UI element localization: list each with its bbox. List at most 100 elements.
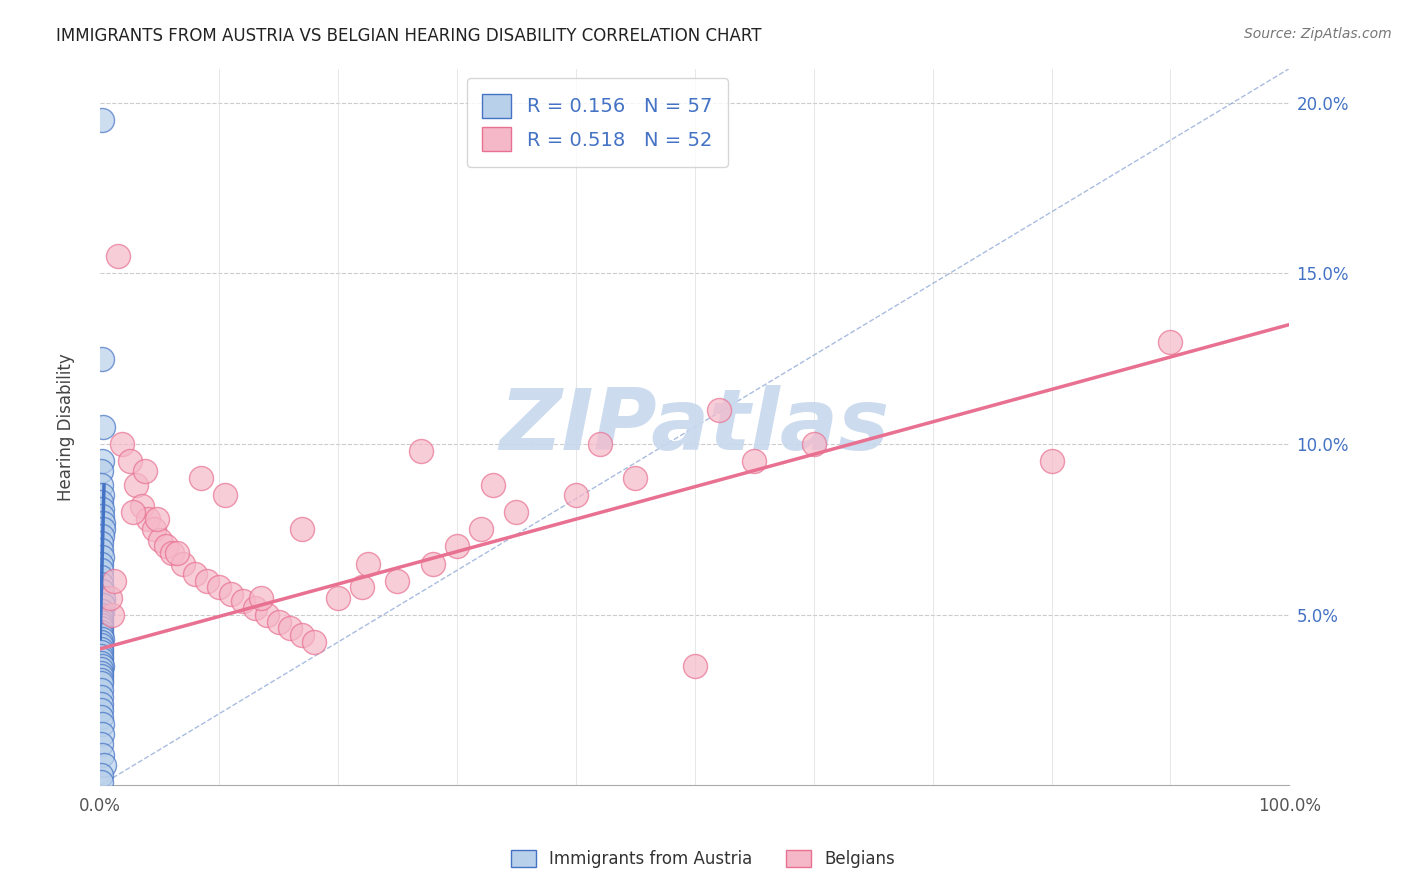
Point: [90, 676, 112, 690]
Point: [357, 557, 380, 571]
Point: [565, 488, 588, 502]
Point: [90, 703, 112, 717]
Point: [91, 591, 114, 605]
Point: [184, 566, 207, 581]
Point: [172, 557, 194, 571]
Point: [90, 611, 112, 625]
Point: [146, 512, 169, 526]
Point: [91, 598, 114, 612]
Point: [90, 690, 112, 704]
Point: [326, 591, 349, 605]
Point: [90, 641, 112, 656]
Legend: Immigrants from Austria, Belgians: Immigrants from Austria, Belgians: [505, 843, 901, 875]
Point: [149, 533, 172, 547]
Point: [470, 523, 492, 537]
Text: ZIPatlas: ZIPatlas: [499, 385, 890, 468]
Point: [155, 540, 177, 554]
Point: [101, 607, 124, 622]
Text: Source: ZipAtlas.com: Source: ZipAtlas.com: [1244, 27, 1392, 41]
Point: [90, 652, 112, 666]
Point: [90, 570, 112, 584]
Point: [208, 581, 231, 595]
Point: [118, 454, 141, 468]
Point: [110, 437, 132, 451]
Point: [291, 523, 314, 537]
Point: [90, 662, 112, 676]
Point: [90, 768, 112, 782]
Point: [103, 574, 125, 588]
Point: [90, 502, 112, 516]
Point: [90, 775, 112, 789]
Point: [624, 471, 647, 485]
Y-axis label: Hearing Disability: Hearing Disability: [58, 353, 75, 501]
Point: [280, 621, 302, 635]
Point: [91, 747, 114, 762]
Point: [90, 665, 112, 680]
Point: [91, 420, 114, 434]
Point: [481, 478, 503, 492]
Text: IMMIGRANTS FROM AUSTRIA VS BELGIAN HEARING DISABILITY CORRELATION CHART: IMMIGRANTS FROM AUSTRIA VS BELGIAN HEARI…: [56, 27, 762, 45]
Point: [803, 437, 825, 451]
Point: [243, 601, 266, 615]
Point: [90, 645, 112, 659]
Point: [91, 112, 114, 127]
Point: [90, 697, 112, 711]
Point: [90, 454, 112, 468]
Point: [90, 639, 112, 653]
Point: [91, 351, 114, 366]
Point: [422, 557, 444, 571]
Point: [1159, 334, 1181, 349]
Point: [91, 523, 114, 537]
Point: [742, 454, 765, 468]
Point: [90, 632, 112, 646]
Point: [90, 604, 112, 618]
Point: [90, 549, 112, 564]
Point: [411, 443, 433, 458]
Point: [90, 738, 112, 752]
Point: [707, 403, 730, 417]
Point: [190, 471, 212, 485]
Point: [90, 615, 112, 629]
Point: [90, 478, 112, 492]
Point: [91, 583, 114, 598]
Point: [90, 656, 112, 670]
Point: [249, 591, 271, 605]
Point: [232, 594, 254, 608]
Point: [90, 673, 112, 687]
Point: [142, 523, 165, 537]
Point: [90, 508, 112, 523]
Point: [683, 659, 706, 673]
Point: [350, 581, 373, 595]
Point: [90, 464, 112, 478]
Point: [291, 628, 314, 642]
Point: [136, 512, 159, 526]
Point: [90, 635, 112, 649]
Point: [91, 529, 114, 543]
Point: [131, 499, 153, 513]
Legend: R = 0.156   N = 57, R = 0.518   N = 52: R = 0.156 N = 57, R = 0.518 N = 52: [467, 78, 728, 167]
Point: [588, 437, 610, 451]
Point: [166, 546, 188, 560]
Point: [160, 546, 183, 560]
Point: [90, 717, 112, 731]
Point: [387, 574, 409, 588]
Point: [195, 574, 218, 588]
Point: [90, 624, 112, 639]
Point: [90, 648, 112, 663]
Point: [107, 249, 129, 263]
Point: [90, 557, 112, 571]
Point: [256, 607, 278, 622]
Point: [214, 488, 236, 502]
Point: [90, 618, 112, 632]
Point: [90, 682, 112, 697]
Point: [90, 727, 112, 741]
Point: [125, 478, 148, 492]
Point: [90, 669, 112, 683]
Point: [122, 505, 145, 519]
Point: [302, 635, 325, 649]
Point: [90, 563, 112, 577]
Point: [90, 577, 112, 591]
Point: [91, 516, 114, 530]
Point: [1040, 454, 1063, 468]
Point: [505, 505, 527, 519]
